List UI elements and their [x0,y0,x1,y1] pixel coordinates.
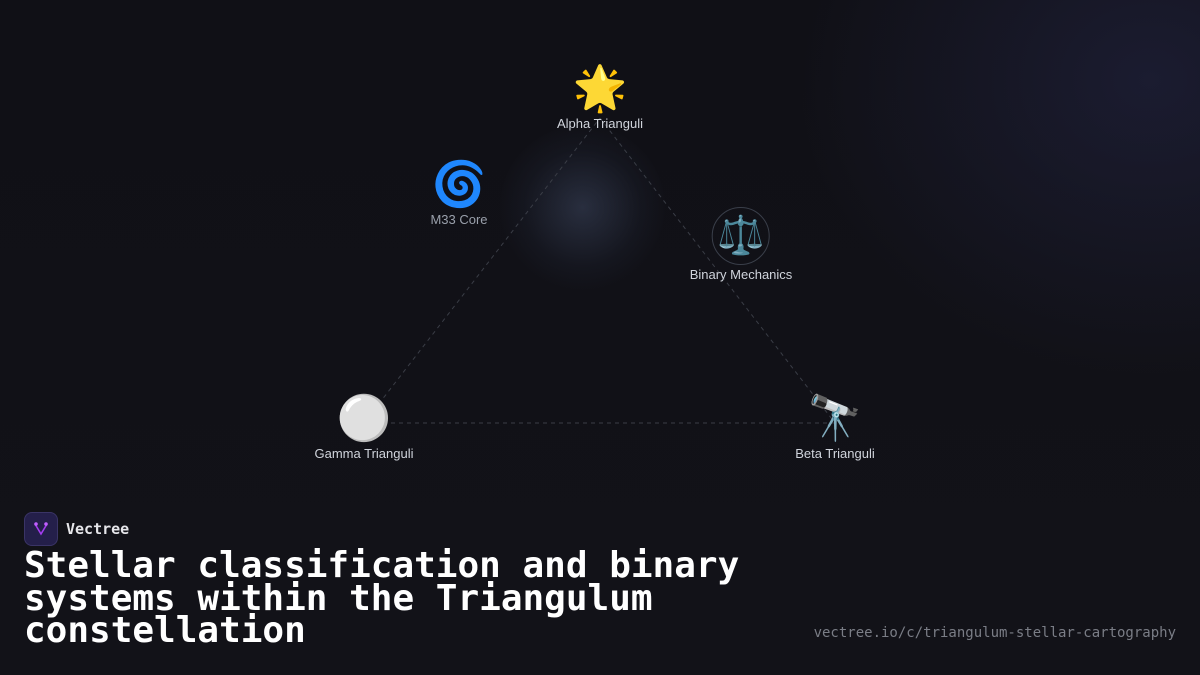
node-binary-mechanics[interactable]: ⚖️ Binary Mechanics [689,207,793,282]
node-label: Gamma Trianguli [314,446,414,461]
balance-scale-icon: ⚖️ [711,207,770,265]
center-glow [500,125,665,290]
node-m33-core[interactable]: 🌀 M33 Core [430,160,487,227]
vectree-logo-icon [24,512,58,546]
white-circle-icon: ⚪ [336,394,392,443]
node-gamma-trianguli[interactable]: ⚪ Gamma Trianguli [315,394,414,461]
node-alpha-trianguli[interactable]: 🌟 Alpha Trianguli [557,64,643,131]
telescope-icon: 🔭 [807,394,863,443]
source-url[interactable]: vectree.io/c/triangulum-stellar-cartogra… [813,625,1176,641]
edge-alpha-beta [599,117,836,424]
edge-gamma-alpha [363,117,601,424]
brand-name: Vectree [66,520,130,538]
node-beta-trianguli[interactable]: 🔭 Beta Trianguli [795,394,875,461]
node-label: Binary Mechanics [689,267,793,282]
page-title: Stellar classification and binary system… [24,545,740,651]
spiral-galaxy-icon: 🌀 [431,160,487,209]
node-label: M33 Core [430,212,488,227]
node-label: Alpha Trianguli [557,116,643,131]
node-label: Beta Trianguli [795,446,875,461]
glowing-star-icon: 🌟 [572,64,628,113]
brand: Vectree [24,512,129,546]
